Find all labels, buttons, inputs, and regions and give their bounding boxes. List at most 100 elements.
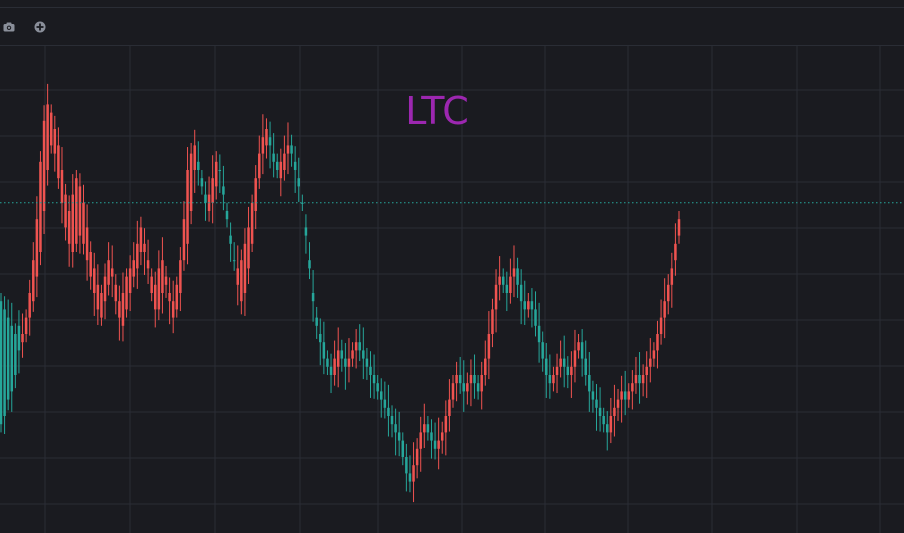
candle bbox=[530, 288, 534, 328]
candle-body bbox=[128, 268, 132, 293]
candle bbox=[480, 361, 483, 410]
candle-body bbox=[225, 211, 229, 220]
candle bbox=[275, 153, 279, 179]
candle bbox=[638, 352, 641, 404]
candle-body bbox=[211, 178, 214, 203]
candle-body bbox=[171, 301, 175, 318]
candle bbox=[390, 405, 394, 438]
candle bbox=[100, 284, 103, 326]
candle bbox=[103, 263, 107, 320]
candle bbox=[254, 165, 257, 230]
candle bbox=[132, 242, 135, 288]
candle bbox=[487, 311, 491, 380]
candle bbox=[118, 285, 121, 341]
candle-body bbox=[674, 243, 677, 261]
candle-body bbox=[570, 366, 573, 375]
candle-body bbox=[157, 268, 161, 310]
candle-body bbox=[107, 260, 110, 285]
candle-body bbox=[136, 243, 139, 269]
candle bbox=[175, 276, 179, 318]
candle-body bbox=[609, 416, 613, 433]
candle bbox=[6, 299, 10, 411]
candle bbox=[645, 351, 648, 398]
candle bbox=[631, 370, 634, 410]
candle bbox=[516, 257, 519, 298]
candle-body bbox=[645, 366, 648, 375]
candle bbox=[189, 142, 193, 225]
candle bbox=[484, 340, 487, 386]
candle bbox=[469, 359, 473, 407]
candle-body bbox=[602, 416, 605, 425]
candle bbox=[308, 242, 311, 280]
candle-body bbox=[175, 284, 179, 310]
candle-body bbox=[125, 276, 128, 310]
candle-body bbox=[383, 399, 387, 408]
candle bbox=[466, 372, 469, 405]
candle-body bbox=[358, 342, 361, 351]
candle-body bbox=[301, 202, 304, 204]
candle-body bbox=[523, 301, 527, 310]
candle-body bbox=[351, 350, 354, 359]
plus-circle-icon[interactable] bbox=[33, 20, 47, 34]
candle-body bbox=[286, 145, 290, 154]
candle bbox=[143, 228, 146, 275]
candle-body bbox=[85, 227, 89, 261]
candle-body bbox=[659, 317, 663, 334]
candle-body bbox=[103, 276, 107, 302]
candle bbox=[666, 274, 670, 315]
candle-body bbox=[168, 293, 171, 302]
candle-body bbox=[501, 276, 505, 285]
candle bbox=[476, 375, 480, 400]
candle-body bbox=[10, 325, 14, 392]
candle bbox=[200, 170, 204, 195]
candle-body bbox=[666, 284, 670, 302]
candle bbox=[293, 146, 297, 193]
candle bbox=[591, 380, 595, 413]
candle bbox=[623, 370, 627, 416]
candle bbox=[153, 271, 157, 328]
candle-body bbox=[32, 260, 35, 302]
candle bbox=[656, 320, 659, 369]
candle bbox=[527, 293, 530, 318]
candle bbox=[440, 421, 444, 454]
candle bbox=[659, 299, 663, 345]
candle bbox=[340, 339, 344, 372]
candle bbox=[3, 296, 6, 435]
candle-body bbox=[412, 465, 415, 482]
candle-body bbox=[462, 383, 466, 392]
candle-body bbox=[347, 358, 351, 367]
candle-body bbox=[240, 260, 243, 302]
candle-body bbox=[265, 129, 268, 146]
candle-body bbox=[440, 432, 444, 441]
candle-body bbox=[641, 375, 645, 384]
candle-body bbox=[333, 358, 336, 375]
candle bbox=[171, 280, 175, 334]
candle bbox=[573, 329, 577, 383]
candle-body bbox=[573, 350, 577, 367]
candle-body bbox=[362, 350, 365, 359]
candle-body bbox=[387, 407, 390, 416]
candle-body bbox=[555, 366, 559, 375]
candle-body bbox=[577, 342, 580, 351]
candle bbox=[265, 118, 268, 159]
candle bbox=[369, 351, 372, 398]
candle bbox=[286, 122, 290, 175]
candle-body bbox=[3, 309, 6, 416]
candle bbox=[186, 147, 189, 265]
candle-body bbox=[268, 137, 272, 146]
candle bbox=[75, 170, 78, 252]
candle-body bbox=[340, 350, 344, 359]
candle-body bbox=[114, 284, 118, 302]
candle bbox=[430, 419, 433, 459]
candle bbox=[193, 129, 196, 193]
candle-body bbox=[200, 178, 204, 187]
candle bbox=[423, 403, 426, 448]
candle-body bbox=[283, 153, 286, 170]
candle bbox=[207, 176, 211, 222]
candle bbox=[405, 443, 408, 492]
candle bbox=[24, 309, 28, 343]
camera-icon[interactable] bbox=[2, 20, 16, 34]
candle-body bbox=[559, 358, 562, 367]
candle bbox=[333, 340, 336, 386]
candle bbox=[28, 279, 31, 336]
